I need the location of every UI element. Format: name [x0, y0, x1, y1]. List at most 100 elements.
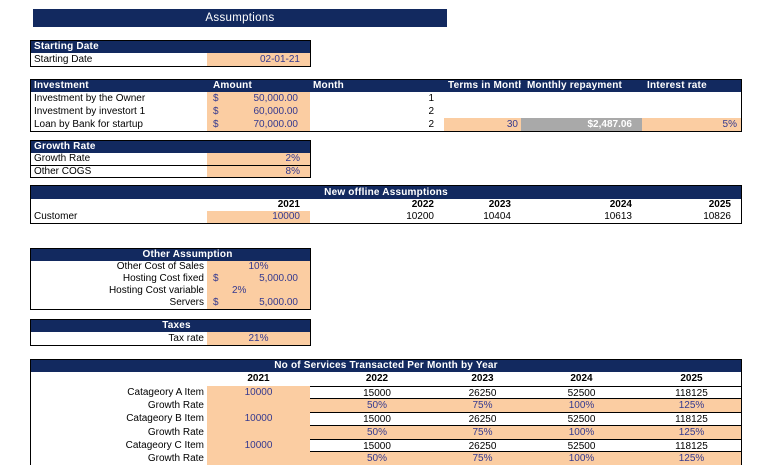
servers-value-cell[interactable]: $5,000.00 [207, 297, 310, 309]
tax-rate-value-cell[interactable]: 21% [207, 332, 310, 345]
growth-rate-label: Growth Rate [34, 153, 91, 164]
other-cogs-value-cell[interactable]: 8% [207, 166, 310, 177]
growth-value-cell[interactable]: 50% [310, 425, 444, 439]
service-value-cell[interactable]: 10000 [207, 438, 310, 452]
interest-cell[interactable] [642, 92, 741, 105]
hosting-cost-variable-label: Hosting Cost variable [108, 285, 204, 296]
service-value-cell[interactable]: 10000 [207, 412, 310, 426]
terms-cell[interactable] [444, 92, 521, 105]
growth-value-cell[interactable] [207, 399, 310, 413]
investment-label: Loan by Bank for startup [34, 119, 143, 130]
service-value-cell[interactable]: 26250 [444, 386, 521, 400]
month-cell[interactable]: 2 [428, 106, 434, 117]
growth-value-cell[interactable]: 75% [444, 425, 521, 439]
service-value-cell[interactable]: 15000 [310, 386, 444, 400]
dollar-sign: $ [213, 297, 219, 308]
customer-value-cell[interactable]: 10200 [406, 211, 434, 222]
amount-cell[interactable]: $70,000.00 [207, 118, 310, 131]
year-header: 2025 [708, 199, 731, 210]
service-value-cell[interactable]: 26250 [444, 438, 521, 452]
offline-assumptions-title: New offline Assumptions [31, 186, 741, 199]
hosting-cost-variable-value-cell[interactable]: 2% [207, 285, 310, 297]
growth-value-cell[interactable]: 75% [444, 399, 521, 413]
page-title: Assumptions [33, 9, 447, 27]
investment-label: Investment by investort 1 [34, 106, 146, 117]
services-table: No of Services Transacted Per Month by Y… [30, 358, 742, 465]
year-header: 2023 [488, 199, 511, 210]
service-value-cell[interactable]: 26250 [444, 412, 521, 426]
service-value-cell[interactable]: 52500 [521, 412, 642, 426]
customer-value-cell[interactable]: 10000 [207, 211, 310, 223]
growth-value-cell[interactable]: 50% [310, 451, 444, 465]
service-value-cell[interactable]: 10000 [207, 386, 310, 400]
year-header: 2021 [277, 199, 300, 210]
other-cost-of-sales-value-cell[interactable]: 10% [207, 261, 310, 273]
growth-rate-header: Growth Rate [31, 141, 310, 153]
service-value-cell[interactable]: 52500 [521, 386, 642, 400]
growth-value-cell[interactable]: 125% [642, 425, 741, 439]
amount-value: 70,000.00 [253, 119, 299, 130]
month-cell[interactable]: 2 [428, 119, 434, 130]
service-value-cell[interactable]: 15000 [310, 438, 444, 452]
year-header: 2024 [609, 199, 632, 210]
dollar-sign: $ [213, 106, 219, 117]
growth-value-cell[interactable]: 50% [310, 399, 444, 413]
investment-label: Investment by the Owner [34, 93, 146, 104]
starting-date-label: Starting Date [34, 54, 93, 65]
amount-cell[interactable]: $60,000.00 [207, 105, 310, 118]
investment-row: Investment by the Owner $50,000.00 1 [31, 92, 741, 105]
growth-rate-value-cell[interactable]: 2% [207, 153, 310, 165]
offline-year-header-row: 2021 2022 2023 2024 2025 [31, 199, 741, 211]
growth-value-cell[interactable]: 125% [642, 399, 741, 413]
category-a-row: Catageory A Item 10000 15000 26250 52500… [31, 386, 741, 400]
investment-col-header: Investment [34, 80, 89, 91]
tax-rate-label: Tax rate [168, 333, 204, 344]
growth-rate-label: Growth Rate [147, 452, 204, 464]
starting-date-value-cell[interactable]: 02-01-21 [207, 53, 310, 66]
money-value: 5,000.00 [259, 297, 298, 308]
customer-value-cell[interactable]: 10613 [604, 211, 632, 222]
growth-value-cell[interactable]: 100% [521, 399, 642, 413]
hosting-cost-fixed-value-cell[interactable]: $5,000.00 [207, 273, 310, 285]
investment-row: Investment by investort 1 $60,000.00 2 [31, 105, 741, 118]
interest-cell[interactable]: 5% [642, 118, 741, 131]
service-value-cell[interactable]: 118125 [642, 386, 741, 400]
growth-rate-row: Growth Rate 50% 75% 100% 125% [31, 425, 741, 439]
growth-value-cell[interactable]: 100% [521, 451, 642, 465]
amount-cell[interactable]: $50,000.00 [207, 92, 310, 105]
repayment-cell[interactable]: $2,487.06 [521, 118, 642, 131]
growth-rate-label: Growth Rate [147, 400, 204, 412]
service-value-cell[interactable]: 15000 [310, 412, 444, 426]
growth-value-cell[interactable]: 100% [521, 425, 642, 439]
repayment-cell[interactable] [521, 105, 642, 118]
growth-value-cell[interactable]: 125% [642, 451, 741, 465]
interest-cell[interactable] [642, 105, 741, 118]
amount-value: 50,000.00 [253, 93, 299, 104]
terms-cell[interactable] [444, 105, 521, 118]
other-cost-of-sales-label: Other Cost of Sales [116, 261, 204, 272]
growth-value-cell[interactable]: 75% [444, 451, 521, 465]
growth-value-cell[interactable] [207, 451, 310, 465]
service-value-cell[interactable]: 118125 [642, 438, 741, 452]
customer-value-cell[interactable]: 10404 [483, 211, 511, 222]
growth-rate-row: Growth Rate 50% 75% 100% 125% [31, 451, 741, 465]
interest-col-header: Interest rate [647, 80, 707, 91]
year-header: 2022 [365, 373, 389, 384]
terms-cell[interactable]: 30 [444, 118, 521, 131]
service-value-cell[interactable]: 118125 [642, 412, 741, 426]
category-b-row: Catageory B Item 10000 15000 26250 52500… [31, 412, 741, 426]
services-title: No of Services Transacted Per Month by Y… [31, 360, 741, 372]
service-value-cell[interactable]: 52500 [521, 438, 642, 452]
growth-value-cell[interactable] [207, 425, 310, 439]
taxes-header: Taxes [31, 320, 310, 332]
amount-col-header: Amount [213, 80, 252, 91]
other-assumption-header: Other Assumption [31, 249, 310, 261]
year-header: 2023 [471, 373, 494, 384]
repayment-cell[interactable] [521, 92, 642, 105]
year-header: 2022 [411, 199, 434, 210]
month-cell[interactable]: 1 [428, 93, 434, 104]
category-label: Catageory C Item [125, 439, 204, 451]
money-value: 5,000.00 [259, 273, 298, 284]
growth-rate-row: Growth Rate 50% 75% 100% 125% [31, 399, 741, 413]
customer-value-cell[interactable]: 10826 [703, 211, 731, 222]
